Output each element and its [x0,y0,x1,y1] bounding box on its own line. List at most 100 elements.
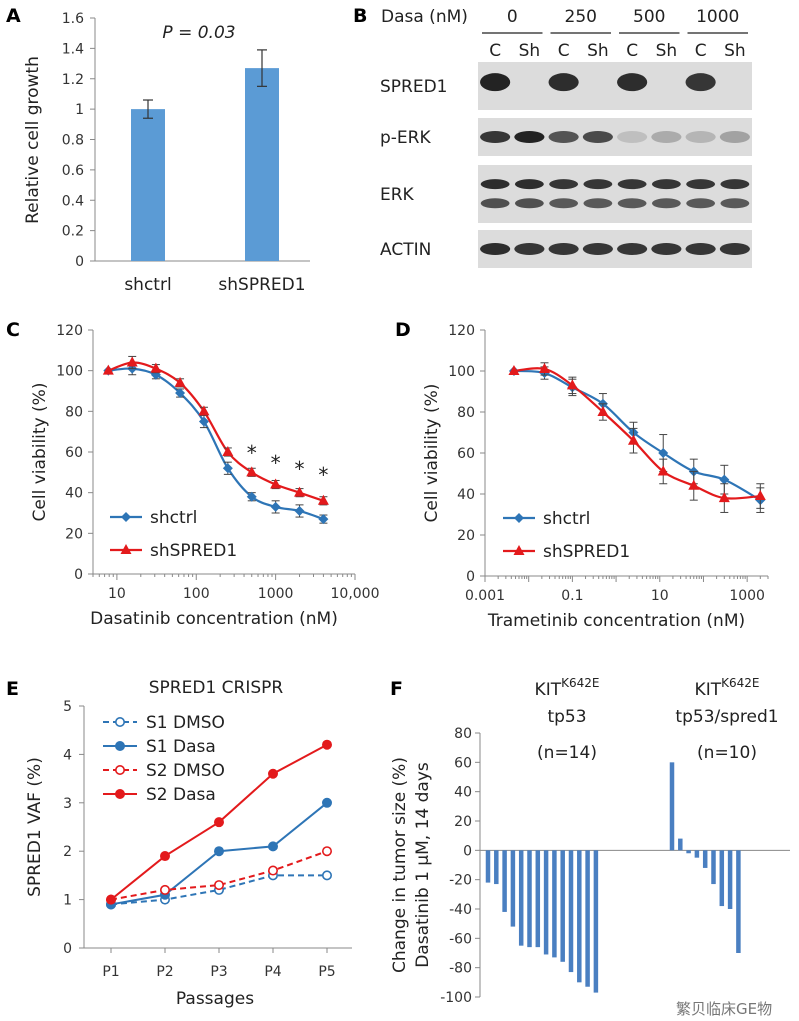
data-point [538,362,550,373]
blot-background [478,165,752,223]
group-title: KITK642E [535,676,600,700]
waterfall-bar [577,850,582,983]
blot-band [720,179,750,190]
legend-marker [120,544,132,554]
data-point [270,501,281,512]
legend-entry: S1 Dasa [146,737,216,757]
panel-letter-f: F [390,678,403,700]
data-point [688,479,700,490]
blot-band [548,243,579,255]
data-point [321,846,332,857]
legend-marker [513,545,525,555]
lane-label: C [489,41,501,61]
waterfall-bar [593,850,599,993]
blot-band [514,179,544,190]
data-point [321,870,332,881]
data-point [597,406,609,416]
blot-band [583,198,613,209]
blot-band [617,73,648,92]
y-tick-label: 120 [56,323,83,339]
y-axis-label-line1: Change in tumor size (%) [390,757,410,973]
y-tick-label: 20 [457,528,475,544]
blot-row-label: SPRED1 [380,77,448,97]
legend-marker [115,740,126,751]
y-tick-label: 40 [457,487,475,503]
blot-band [651,179,681,190]
group-subtitle: tp53/spred1 [675,707,778,727]
x-tick-label: 1000 [729,588,765,604]
data-point [718,492,730,503]
waterfall-bar [535,850,541,948]
y-tick-label: 40 [454,785,472,801]
legend-marker [514,513,524,523]
waterfall-bar [518,850,524,946]
legend-entry: S2 DMSO [146,761,225,781]
x-tick-label: P2 [156,964,173,980]
y-tick-label: 2 [63,844,72,860]
x-tick-label: P5 [318,964,335,980]
y-tick-label: 1.2 [62,72,84,88]
blot-band [617,179,647,190]
panel-f-waterfall-chart: -100 -80 -60 -40 -20 0 20 40 60 80 Change in tumor… [390,676,790,1006]
data-point [150,362,162,373]
waterfall-bar [711,850,716,885]
x-tick-label: 100 [183,586,210,602]
blot-band [719,131,750,143]
series-line-shSPRED1 [107,361,324,502]
dose-value: 500 [633,7,665,27]
significance-star: * [247,441,257,465]
blot-band [617,198,647,209]
y-tick-label: 100 [56,364,83,380]
data-point [267,865,278,876]
dose-value: 1000 [696,7,739,27]
panel-letter-b: B [353,5,367,27]
y-tick-label: 20 [65,526,83,542]
waterfall-bar [502,850,507,912]
y-axis-label-line2: Dasatinib 1 μM, 14 days [413,762,433,968]
y-tick-label: 60 [457,446,475,462]
significance-star: * [318,463,328,487]
blot-band [651,198,681,209]
y-tick-label: 0.8 [62,133,84,149]
data-point [126,356,138,367]
data-point [294,486,306,497]
waterfall-bar [736,850,741,953]
panel-e-vaf-chart: 0 1 2 3 4 5 P1 P2 P3 P4 P5 SPRED1 CRISPR Passages SPR… [25,678,352,1009]
blot-band [651,131,682,143]
y-tick-label: 3 [63,796,72,812]
data-point [214,817,225,828]
y-tick-label: 0 [74,567,83,583]
dose-value: 0 [507,7,518,27]
y-tick-label: 1 [63,893,72,909]
x-tick-label: P1 [102,964,119,980]
blot-row-label: ACTIN [380,240,431,260]
lane-label: Sh [656,41,678,61]
blot-band [582,243,613,255]
panel-d-trametinib-curve: 0 20 40 60 80 100 120 0.001 0.1 10 1000 Trametinib … [422,323,769,631]
y-axis-label: Relative cell growth [23,56,43,224]
series-line-shctrl [108,367,324,521]
y-tick-label: 5 [63,699,72,715]
legend-entry: shctrl [150,508,197,528]
x-category-label: shctrl [124,275,171,295]
data-point [719,474,730,485]
waterfall-bar [494,850,499,885]
y-tick-label: 0 [466,569,475,585]
panel-c-dasatinib-curve: 0 20 40 60 80 100 120 10 100 1000 10,000 Dasatinib … [30,323,380,629]
data-point [627,434,639,445]
y-tick-label: 80 [454,726,472,742]
panel-a-bar-chart: 0 0.2 0.4 0.6 0.8 1 1.2 1.4 1.6 shctrl shSPRED1 P =… [23,11,310,295]
watermark: 繁贝临床GE物 [676,1000,772,1018]
p-value-annotation: P = 0.03 [162,23,235,43]
x-tick-label: P3 [210,964,227,980]
data-point [222,446,234,456]
waterfall-bar [694,850,700,858]
significance-star: * [271,451,281,475]
data-point [657,465,669,476]
legend-marker [115,788,126,799]
blot-band [480,73,511,92]
waterfall-bar [727,850,733,909]
waterfall-bar [510,850,516,927]
blot-band [514,131,545,143]
data-point [566,379,578,390]
